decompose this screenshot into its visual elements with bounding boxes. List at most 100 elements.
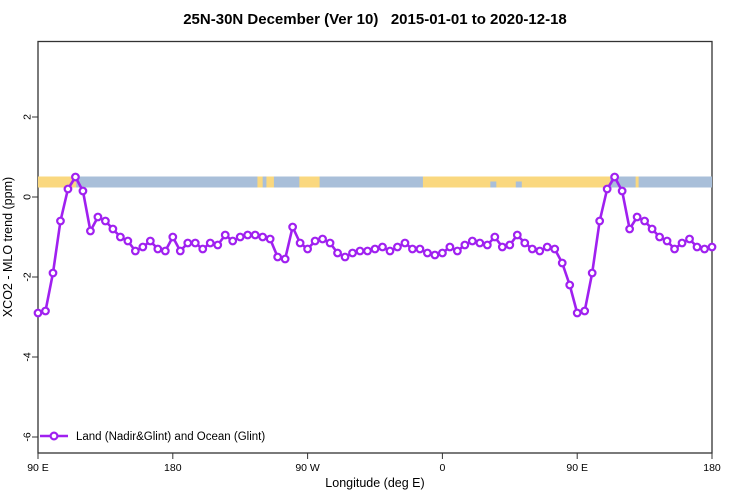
data-point [175, 246, 185, 256]
map-band-land [38, 176, 77, 188]
data-point [632, 212, 642, 222]
y-axis-label: XCO2 - MLO trend (ppm) [1, 177, 15, 317]
data-point [123, 236, 133, 246]
data-point [595, 216, 605, 226]
data-point [520, 238, 530, 248]
y-tick-label: -4 [22, 352, 34, 361]
data-point [258, 232, 268, 242]
data-point [86, 226, 95, 236]
data-point [700, 244, 709, 254]
data-point [490, 232, 500, 242]
data-point [265, 234, 275, 244]
data-point [63, 184, 73, 194]
data-point [602, 184, 612, 194]
data-point [647, 224, 657, 234]
map-band-water-notch [490, 181, 497, 188]
data-point [130, 246, 140, 256]
data-point [565, 280, 575, 290]
data-point [303, 244, 313, 254]
x-tick-label: 90 W [295, 462, 320, 474]
data-point [685, 234, 694, 244]
data-point [198, 244, 208, 254]
x-axis-label: Longitude (deg E) [325, 476, 424, 490]
data-point [670, 244, 679, 254]
data-point [535, 246, 545, 256]
map-band-land [257, 176, 263, 188]
data-point [190, 238, 200, 248]
data-point [625, 224, 635, 234]
x-tick-label: 90 E [566, 462, 588, 474]
data-point [542, 242, 552, 252]
data-point [310, 236, 320, 246]
data-point [273, 252, 283, 262]
data-point [100, 216, 110, 226]
data-point [512, 230, 522, 240]
y-tick-label: 2 [22, 114, 34, 120]
data-point [153, 244, 163, 254]
data-point [340, 252, 350, 262]
data-point [48, 268, 58, 278]
data-point [33, 308, 43, 318]
data-point [145, 236, 155, 246]
chart-title: 25N-30N December (Ver 10) 2015-01-01 to … [183, 11, 567, 28]
map-band-land [299, 176, 320, 188]
data-point [587, 268, 597, 278]
legend: Land (Nadir&Glint) and Ocean (Glint) [40, 431, 265, 443]
data-point [370, 244, 380, 254]
data-point [385, 246, 395, 256]
data-point [93, 212, 103, 222]
data-point [430, 250, 440, 260]
data-point [378, 242, 387, 252]
y-tick-label: -6 [22, 432, 34, 441]
data-point [445, 242, 455, 252]
data-point [415, 244, 425, 254]
data-point [475, 238, 485, 248]
data-point [692, 242, 702, 252]
map-band-ocean [38, 176, 712, 188]
data-point [168, 232, 178, 242]
data-point [115, 232, 125, 242]
data-point [220, 230, 230, 240]
data-point [138, 242, 148, 252]
data-point [400, 238, 410, 248]
data-point [393, 242, 402, 252]
x-tick-label: 90 E [27, 462, 49, 474]
data-point [318, 234, 327, 244]
legend-label: Land (Nadir&Glint) and Ocean (Glint) [76, 431, 265, 443]
data-point [78, 186, 88, 196]
data-point [662, 236, 672, 246]
data-point [71, 172, 80, 182]
data-point [467, 236, 477, 246]
data-point [557, 258, 567, 268]
data-point [213, 240, 223, 250]
data-point [250, 230, 260, 240]
data-point [580, 306, 590, 316]
data-point [677, 238, 687, 248]
data-point [288, 222, 298, 232]
data-point [423, 248, 432, 258]
data-point [333, 248, 342, 258]
data-point [160, 246, 170, 256]
data-point [707, 242, 717, 252]
data-point [617, 186, 627, 196]
data-point [505, 240, 515, 250]
data-point [452, 246, 462, 256]
data-point [655, 232, 664, 242]
data-point [280, 254, 290, 264]
data-point [460, 240, 470, 250]
data-point [295, 238, 305, 248]
data-point [56, 216, 65, 226]
data-point [527, 244, 537, 254]
x-tick-label: 180 [703, 462, 721, 474]
data-point [183, 238, 193, 248]
data-point [550, 244, 560, 254]
map-band-land [266, 176, 274, 188]
legend-marker-sample [49, 431, 59, 441]
data-point [41, 306, 50, 316]
data-point [228, 236, 238, 246]
data-point [205, 238, 215, 248]
data-point [610, 172, 620, 182]
data-point [408, 244, 417, 254]
